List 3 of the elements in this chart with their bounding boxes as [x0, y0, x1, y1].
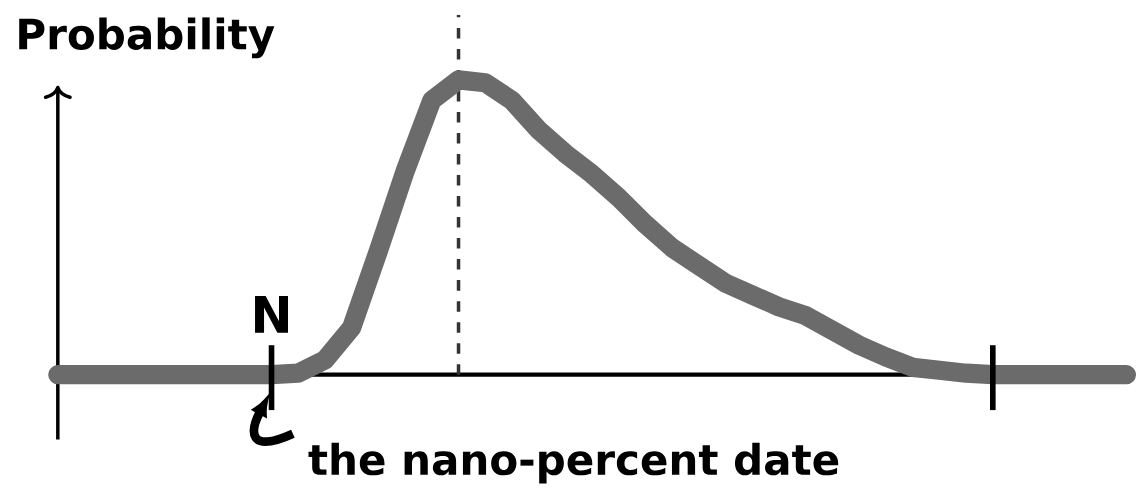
annotation: N	[255, 295, 288, 333]
y-axis-title: Probability	[19, 17, 275, 59]
text: the nano-percent date	[308, 442, 839, 484]
